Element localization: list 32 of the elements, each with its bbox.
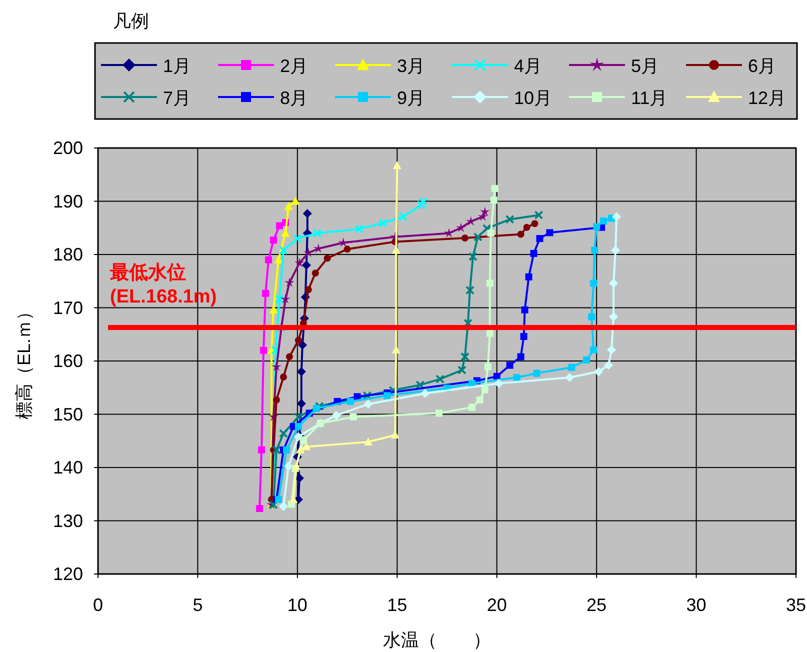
y-tick-label: 180 <box>52 244 83 264</box>
legend-label: 3月 <box>397 56 426 76</box>
y-axis-title: 標高（EL.ｍ） <box>14 302 34 420</box>
legend-label: 9月 <box>397 88 426 108</box>
x-tick-label: 10 <box>287 595 308 615</box>
y-tick-label: 130 <box>52 510 83 531</box>
y-tick-label: 190 <box>52 191 83 212</box>
y-tick-label: 170 <box>52 298 83 318</box>
y-tick-label: 140 <box>52 458 83 478</box>
legend-label: 6月 <box>748 56 776 76</box>
legend-label: 5月 <box>631 56 660 76</box>
legend-label: 8月 <box>280 88 308 108</box>
legend-label: 4月 <box>514 56 542 76</box>
x-tick-label: 30 <box>686 595 706 615</box>
y-tick-label: 120 <box>52 564 83 584</box>
x-tick-label: 0 <box>92 595 104 615</box>
x-tick-label: 25 <box>586 595 607 615</box>
legend-label: 11月 <box>631 88 668 108</box>
y-tick-label: 160 <box>52 351 83 371</box>
legend-title: 凡例 <box>113 11 149 31</box>
legend-label: 2月 <box>280 56 308 76</box>
x-tick-label: 20 <box>486 595 507 615</box>
y-tick-label: 200 <box>52 138 83 158</box>
y-tick-label: 150 <box>52 404 83 424</box>
legend-label: 10月 <box>514 88 552 108</box>
legend-label: 7月 <box>163 88 192 108</box>
x-tick-label: 15 <box>387 595 408 615</box>
x-axis-title: 水温（ ） <box>383 630 491 650</box>
legend-label: 12月 <box>748 88 786 108</box>
legend-label: 1月 <box>163 56 192 76</box>
x-tick-label: 35 <box>786 595 806 615</box>
x-tick-label: 5 <box>192 595 203 615</box>
